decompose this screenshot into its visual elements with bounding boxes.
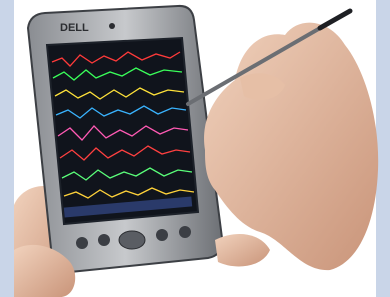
photo: DELL [0, 0, 390, 297]
brand-logo: DELL [60, 22, 89, 34]
navigation-pad [119, 231, 145, 249]
button [98, 234, 110, 246]
page: {"device": {"brand": "DELL"}} DELL [0, 0, 390, 297]
button [76, 237, 88, 249]
button [156, 229, 168, 241]
sensor [109, 23, 115, 29]
button [179, 226, 191, 238]
